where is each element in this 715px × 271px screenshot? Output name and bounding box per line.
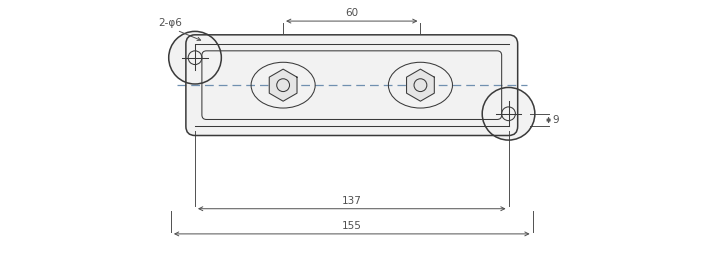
FancyBboxPatch shape — [186, 35, 518, 136]
Text: 9: 9 — [552, 115, 558, 125]
Text: 60: 60 — [345, 8, 358, 18]
Polygon shape — [270, 69, 297, 101]
Text: 155: 155 — [342, 221, 362, 231]
Text: 137: 137 — [342, 196, 362, 206]
Text: 2-φ6: 2-φ6 — [159, 18, 182, 28]
Circle shape — [169, 31, 222, 84]
Circle shape — [482, 88, 535, 140]
Polygon shape — [407, 69, 434, 101]
